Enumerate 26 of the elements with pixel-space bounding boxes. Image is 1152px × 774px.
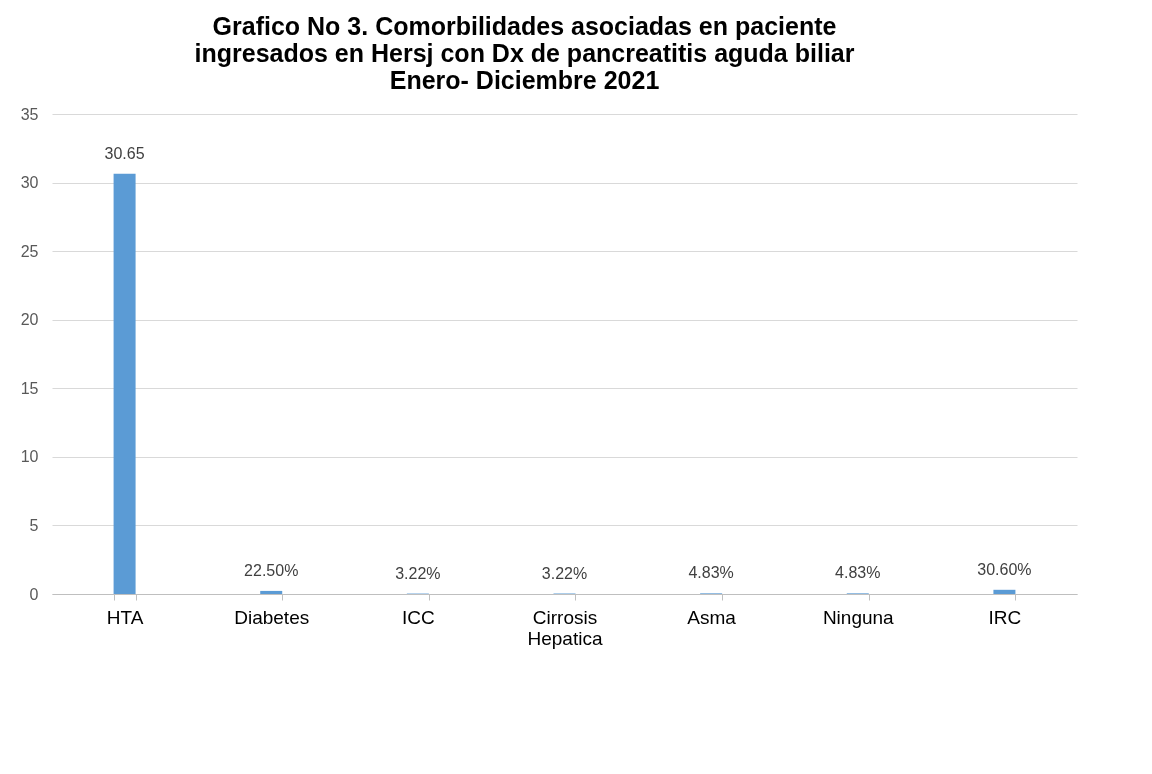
x-tick-label: Diabetes (234, 606, 310, 628)
x-tick-label: Asma (687, 606, 737, 628)
data-label: 30.60% (977, 560, 1032, 578)
chart-title: Grafico No 3. Comorbilidades asociadas en paciente ingresados en Hersj con Dx de pancreatitis aguda biliar Enero- Diciembre 2021 (194, 12, 855, 94)
y-tick-label: 25 (20, 242, 39, 260)
y-tick-label: 20 (20, 311, 39, 329)
y-tick-label: 5 (29, 516, 39, 534)
y-tick-label: 15 (20, 379, 39, 397)
data-label: 4.83% (835, 564, 881, 582)
bar (993, 589, 1016, 594)
bar (260, 590, 283, 594)
x-tick-label: ICC (401, 606, 435, 628)
bar (113, 173, 136, 594)
data-label: 22.50% (244, 561, 299, 579)
y-tick-label: 10 (20, 448, 39, 466)
y-tick-label: 30 (20, 174, 39, 192)
y-tick-label: 35 (20, 105, 39, 123)
data-label: 30.65 (104, 144, 145, 162)
x-tick-label: IRC (988, 606, 1022, 628)
x-tick-label: Ninguna (822, 606, 895, 628)
data-label: 3.22% (541, 564, 588, 582)
y-tick-label: 0 (29, 585, 39, 603)
data-label: 3.22% (395, 564, 441, 582)
x-tick-label: Cirrosis Hepatica (527, 606, 603, 649)
data-label: 4.83% (688, 564, 734, 582)
x-tick-label: HTA (106, 606, 144, 628)
